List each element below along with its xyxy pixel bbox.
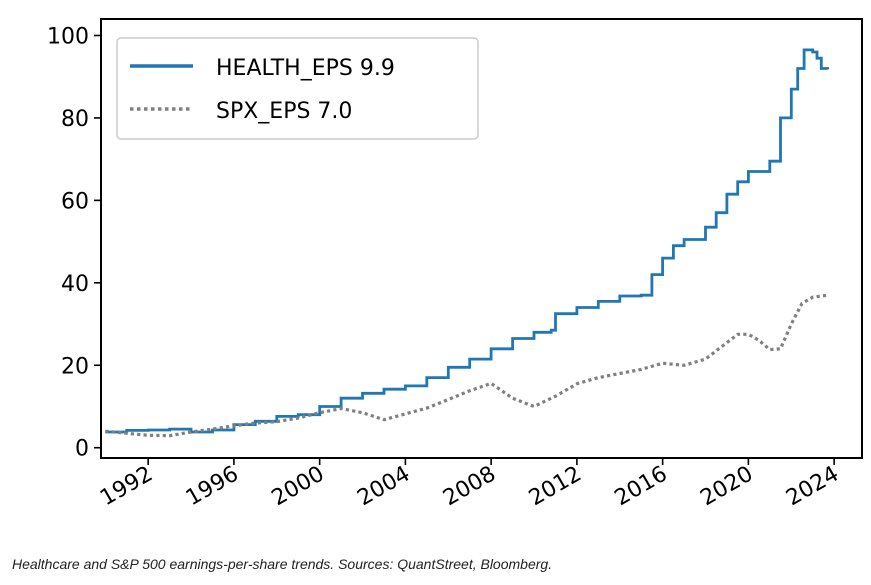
legend-label-spx-eps: SPX_EPS 7.0 (216, 99, 352, 124)
y-tick-label: 60 (61, 189, 89, 214)
chart-caption: Healthcare and S&P 500 earnings-per-shar… (12, 556, 553, 572)
x-tick-label: 1992 (96, 462, 157, 512)
x-tick-label: 2000 (268, 462, 329, 512)
y-tick-label: 100 (47, 24, 89, 49)
plot-layer (105, 48, 830, 438)
x-tick-label: 2020 (696, 462, 757, 512)
x-tick-label: 1996 (182, 462, 243, 512)
health-eps-line (105, 48, 830, 434)
y-tick-label: 0 (75, 437, 89, 462)
spx-eps-line (105, 293, 828, 438)
legend-label-health-eps: HEALTH_EPS 9.9 (216, 56, 395, 81)
y-tick-label: 80 (61, 107, 89, 132)
y-tick-label: 40 (61, 272, 89, 297)
x-axis: 1992 1996 2000 2004 2008 2012 2016 2020 2024 (96, 458, 843, 511)
x-tick-label: 2012 (525, 462, 586, 512)
y-axis: 0 20 40 60 80 100 (47, 24, 101, 462)
plot-frame (100, 18, 863, 459)
x-tick-label: 2004 (353, 462, 414, 512)
legend: HEALTH_EPS 9.9 SPX_EPS 7.0 (116, 37, 479, 140)
x-tick-label: 2008 (439, 462, 500, 512)
x-tick-label: 2024 (782, 462, 843, 512)
legend-box (116, 37, 479, 140)
x-tick-label: 2016 (611, 462, 672, 512)
y-tick-label: 20 (61, 354, 89, 379)
